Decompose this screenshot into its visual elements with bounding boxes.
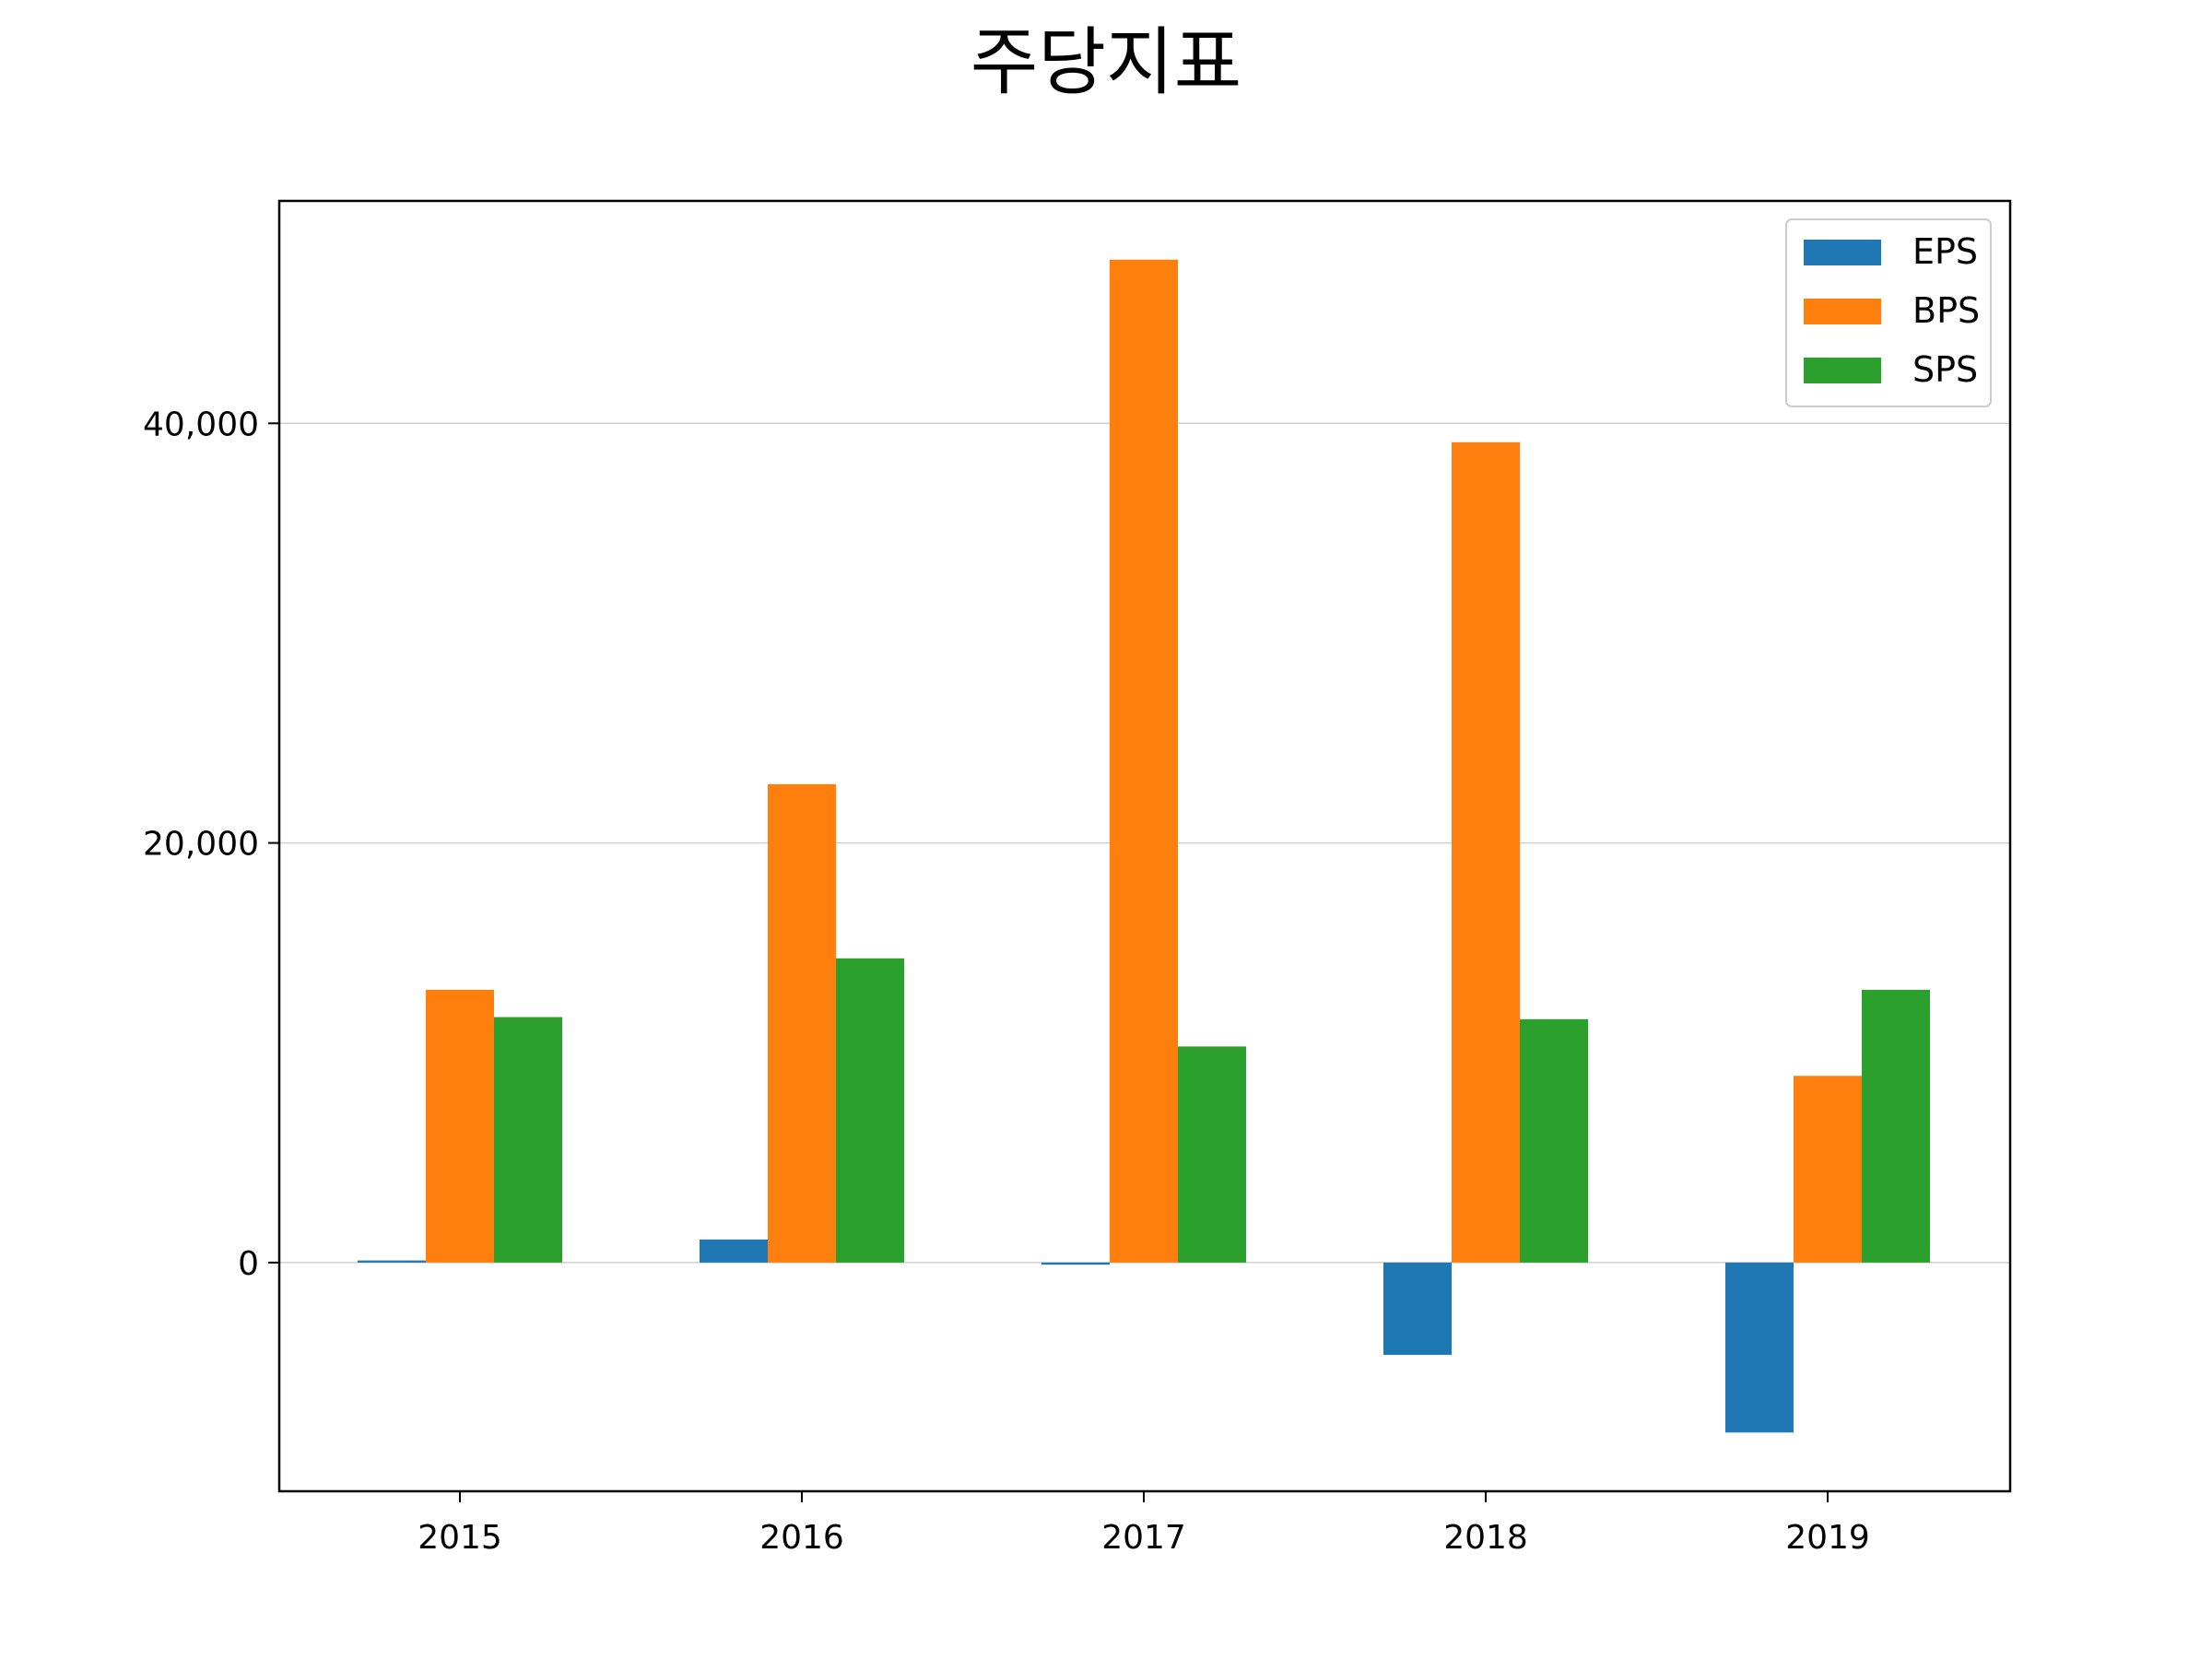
legend-label-eps: EPS [1912, 231, 1978, 272]
bar-sps-2018 [1520, 1018, 1588, 1263]
bar-sps-2017 [1178, 1046, 1246, 1263]
legend-label-bps: BPS [1912, 290, 1980, 331]
y-axis: 0 20,000 40,000 [143, 406, 279, 1283]
y-tick-label: 20,000 [143, 826, 259, 864]
x-axis: 2015 2016 2017 2018 2019 [418, 1491, 1870, 1557]
bar-bps-2015 [426, 989, 494, 1263]
legend-swatch-eps [1804, 240, 1881, 265]
chart-title: 주당지표 [971, 19, 1241, 105]
bar-sps-2019 [1862, 989, 1930, 1263]
bar-sps-2015 [494, 1017, 562, 1263]
legend-swatch-sps [1804, 358, 1881, 383]
bar-bps-2019 [1794, 1076, 1862, 1263]
bars [358, 259, 1930, 1433]
bar-bps-2018 [1452, 441, 1520, 1263]
y-tick-label: 0 [238, 1245, 259, 1283]
x-tick-label: 2015 [418, 1519, 502, 1557]
legend-swatch-bps [1804, 299, 1881, 324]
bar-bps-2017 [1110, 259, 1178, 1263]
x-tick-label: 2018 [1443, 1519, 1528, 1557]
legend: EPS BPS SPS [1785, 218, 1992, 407]
bar-eps-2015 [358, 1260, 426, 1263]
x-tick-label: 2016 [759, 1519, 844, 1557]
bar-eps-2017 [1041, 1262, 1110, 1265]
bar-eps-2018 [1383, 1262, 1452, 1356]
x-tick-label: 2019 [1785, 1519, 1870, 1557]
x-tick-label: 2017 [1101, 1519, 1186, 1557]
legend-label-sps: SPS [1912, 349, 1978, 390]
bar-bps-2016 [768, 783, 836, 1263]
bar-sps-2016 [836, 958, 904, 1263]
bar-eps-2016 [700, 1239, 768, 1263]
y-tick-label: 40,000 [143, 406, 259, 443]
bar-eps-2019 [1725, 1262, 1794, 1433]
